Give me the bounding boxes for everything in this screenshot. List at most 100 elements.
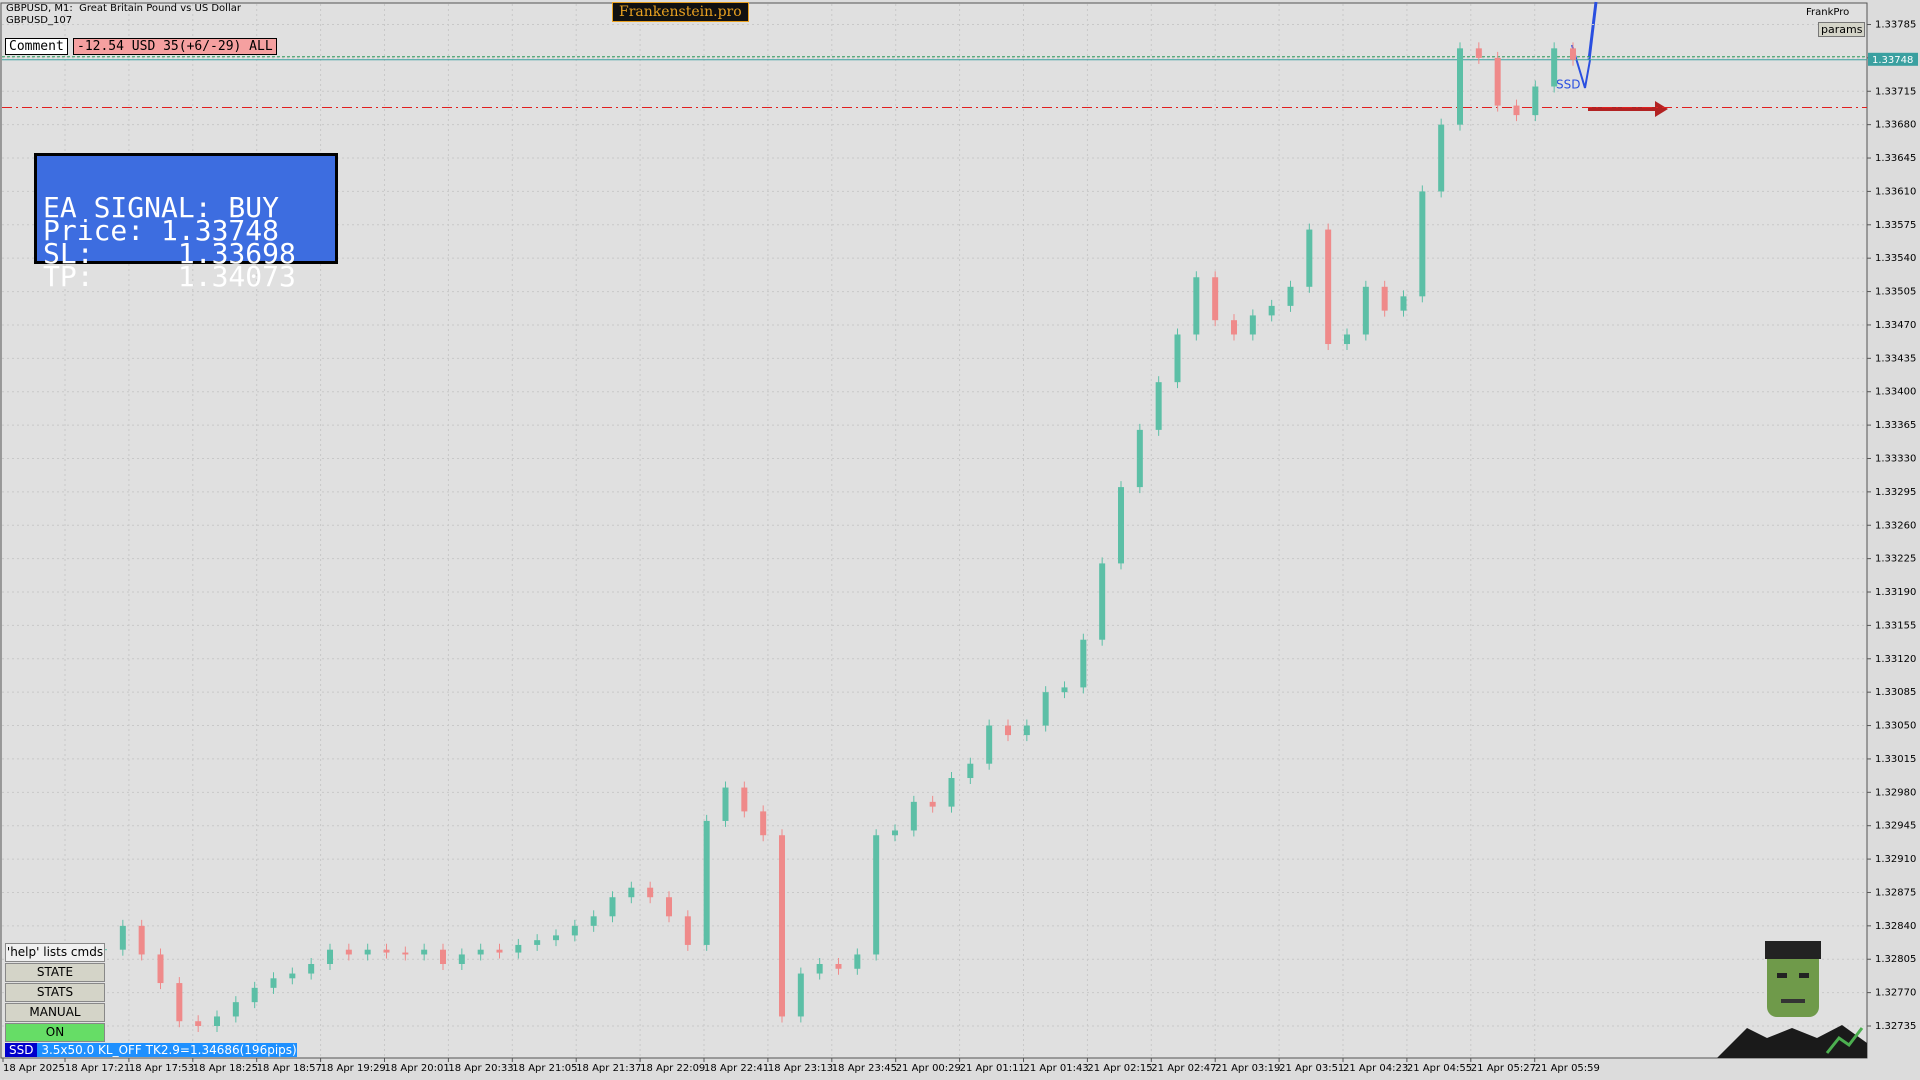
candle — [1494, 57, 1501, 106]
y-tick-label: 1.33120 — [1875, 654, 1916, 665]
candle — [1212, 277, 1219, 321]
x-tick-label: 21 Apr 04:23 — [1343, 1063, 1408, 1074]
candle — [1344, 334, 1350, 345]
signal-line: EA SIGNAL: BUY — [43, 191, 280, 224]
x-tick-label: 18 Apr 2025 — [3, 1063, 65, 1074]
candle — [289, 973, 296, 979]
bid-label: 1.33748 — [1872, 55, 1913, 66]
candle — [967, 763, 974, 779]
comment-label: Comment — [5, 38, 68, 55]
y-tick-label: 1.33260 — [1875, 520, 1916, 531]
bid-label-bg — [1868, 52, 1918, 66]
candle — [854, 954, 861, 969]
candle — [232, 1002, 239, 1017]
candle — [571, 925, 578, 936]
candle — [364, 949, 371, 955]
candle — [1042, 692, 1049, 726]
y-tick-label: 1.33015 — [1875, 754, 1916, 765]
status-bar: SSD 3.5x50.0 KL_OFF TK2.9=1.34686(196pip… — [5, 1043, 297, 1057]
candle — [1419, 191, 1426, 297]
y-tick-label: 1.33680 — [1875, 120, 1916, 131]
y-tick-label: 1.33715 — [1875, 86, 1916, 97]
candle — [1249, 315, 1256, 335]
candle — [1099, 563, 1106, 640]
y-tick-label: 1.33155 — [1875, 620, 1916, 631]
x-tick-label: 18 Apr 20:33 — [448, 1063, 513, 1074]
symbol-title: GBPUSD, M1: Great Britain Pound vs US Do… — [6, 3, 241, 14]
candle — [1475, 48, 1482, 58]
candle — [496, 949, 503, 953]
x-tick-label: 18 Apr 18:57 — [257, 1063, 322, 1074]
candle — [1193, 277, 1200, 335]
candle — [609, 897, 616, 917]
x-tick-label: 18 Apr 19:29 — [321, 1063, 386, 1074]
candle — [458, 954, 465, 965]
candle — [553, 935, 559, 941]
candle — [684, 916, 691, 945]
params-button[interactable]: params — [1818, 22, 1866, 37]
candle — [1080, 639, 1087, 688]
signal-box: EA SIGNAL: BUY Price: 1.33748 SL: 1.33698 T… — [34, 153, 338, 291]
candle — [1118, 487, 1124, 564]
y-tick-label: 1.33435 — [1875, 353, 1916, 364]
y-tick-label: 1.33785 — [1875, 20, 1916, 31]
candle — [1287, 286, 1294, 306]
candle — [1231, 320, 1237, 335]
signal-line: TP: 1.34073 — [43, 260, 296, 293]
y-tick-label: 1.32875 — [1875, 887, 1916, 898]
command-button[interactable]: STATE — [5, 963, 105, 982]
y-tick-label: 1.32840 — [1875, 921, 1916, 932]
x-tick-label: 18 Apr 18:25 — [193, 1063, 258, 1074]
candle — [1381, 286, 1388, 311]
command-button[interactable]: MANUAL — [5, 1003, 105, 1022]
candle — [176, 983, 183, 1022]
x-tick-label: 18 Apr 17:21 — [65, 1063, 130, 1074]
candle — [873, 835, 880, 955]
y-tick-label: 1.33085 — [1875, 687, 1916, 698]
candle — [119, 925, 126, 950]
candle — [440, 949, 446, 965]
command-button[interactable]: ON — [5, 1023, 105, 1042]
x-tick-label: 21 Apr 05:59 — [1535, 1063, 1600, 1074]
candle — [1061, 687, 1068, 693]
candle — [722, 787, 729, 821]
candle — [421, 949, 428, 955]
candle — [590, 916, 597, 926]
y-tick-label: 1.33365 — [1875, 420, 1916, 431]
y-tick-label: 1.33050 — [1875, 721, 1916, 732]
candle — [666, 897, 672, 917]
candle — [214, 1016, 220, 1026]
comment-text: -12.54 USD 35(+6/-29) ALL — [73, 38, 277, 55]
x-tick-label: 18 Apr 22:41 — [704, 1063, 769, 1074]
candle — [138, 925, 145, 955]
candle — [1005, 725, 1011, 736]
x-tick-label: 18 Apr 23:13 — [768, 1063, 833, 1074]
y-tick-label: 1.32910 — [1875, 854, 1916, 865]
candle — [910, 801, 917, 831]
candle — [1155, 382, 1162, 430]
candle — [1532, 86, 1539, 116]
command-button[interactable]: STATS — [5, 983, 105, 1002]
x-tick-label: 21 Apr 04:55 — [1407, 1063, 1472, 1074]
y-tick-label: 1.33190 — [1875, 587, 1916, 598]
candle — [251, 987, 258, 1003]
x-tick-label: 21 Apr 00:29 — [896, 1063, 961, 1074]
candle — [195, 1021, 202, 1026]
x-tick-label: 21 Apr 01:43 — [1024, 1063, 1089, 1074]
status-text: 3.5x50.0 KL_OFF TK2.9=1.34686(196pips) — [41, 1043, 297, 1057]
ssd-marker: SSD — [1556, 78, 1580, 92]
command-button: 'help' lists cmds — [5, 943, 105, 962]
candle — [628, 887, 635, 898]
candle — [157, 954, 164, 984]
candle — [741, 787, 748, 812]
candle — [1513, 105, 1520, 116]
candle — [929, 801, 936, 807]
candle — [402, 952, 409, 955]
x-tick-label: 18 Apr 21:37 — [576, 1063, 641, 1074]
candle — [1438, 124, 1445, 192]
candle — [1325, 229, 1332, 345]
x-tick-label: 21 Apr 05:27 — [1471, 1063, 1536, 1074]
candle — [760, 811, 767, 836]
y-tick-label: 1.33295 — [1875, 487, 1916, 498]
